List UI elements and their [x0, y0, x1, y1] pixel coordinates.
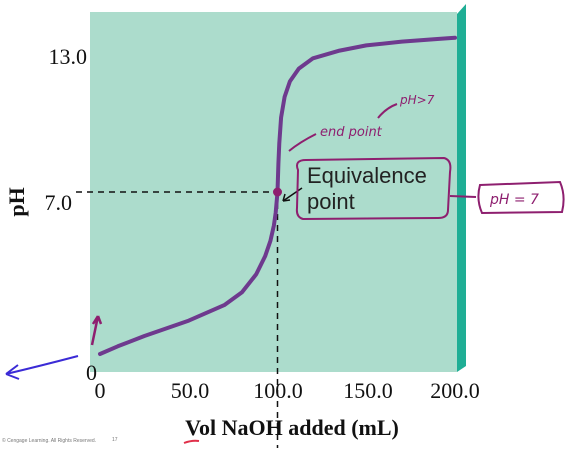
handwritten-left-arrow — [5, 355, 79, 380]
page-number: 17 — [112, 437, 118, 443]
copyright-notice: © Cengage Learning. All Rights Reserved. — [2, 437, 96, 444]
y-tick-label: 0 — [86, 360, 97, 385]
handwritten-arrow-endpoint — [288, 133, 317, 152]
arrowhead-icon — [282, 193, 291, 202]
equivalence-point-marker — [273, 187, 282, 197]
x-tick-label: 200.0 — [430, 378, 480, 403]
x-tick-label: 150.0 — [343, 378, 393, 403]
x-axis-title: Vol NaOH added (mL) — [185, 415, 399, 440]
y-tick-label: 7.0 — [45, 190, 73, 215]
handwritten-end-point: end point — [320, 125, 383, 140]
y-axis-title: pH — [4, 187, 29, 216]
equivalence-pointer-arrow — [282, 187, 303, 202]
handwritten-up-arrow — [90, 315, 103, 346]
handwritten-red-mark — [183, 439, 200, 444]
handwritten-ph-box — [477, 180, 565, 215]
x-tick-label: 0 — [95, 378, 106, 403]
handwritten-ph-eq-7: pH = 7 — [489, 192, 539, 208]
handwritten-arrow-right — [449, 195, 477, 198]
plot-edge — [457, 4, 466, 372]
handwritten-box — [295, 156, 452, 221]
equivalence-label-line2: point — [307, 189, 355, 214]
x-tick-label: 50.0 — [171, 378, 210, 403]
handwritten-arrow-ph — [377, 103, 398, 119]
handwritten-ph-gt-7: pH>7 — [399, 93, 435, 107]
equivalence-label-line1: Equivalence — [307, 163, 427, 188]
y-tick-label: 13.0 — [49, 44, 88, 69]
